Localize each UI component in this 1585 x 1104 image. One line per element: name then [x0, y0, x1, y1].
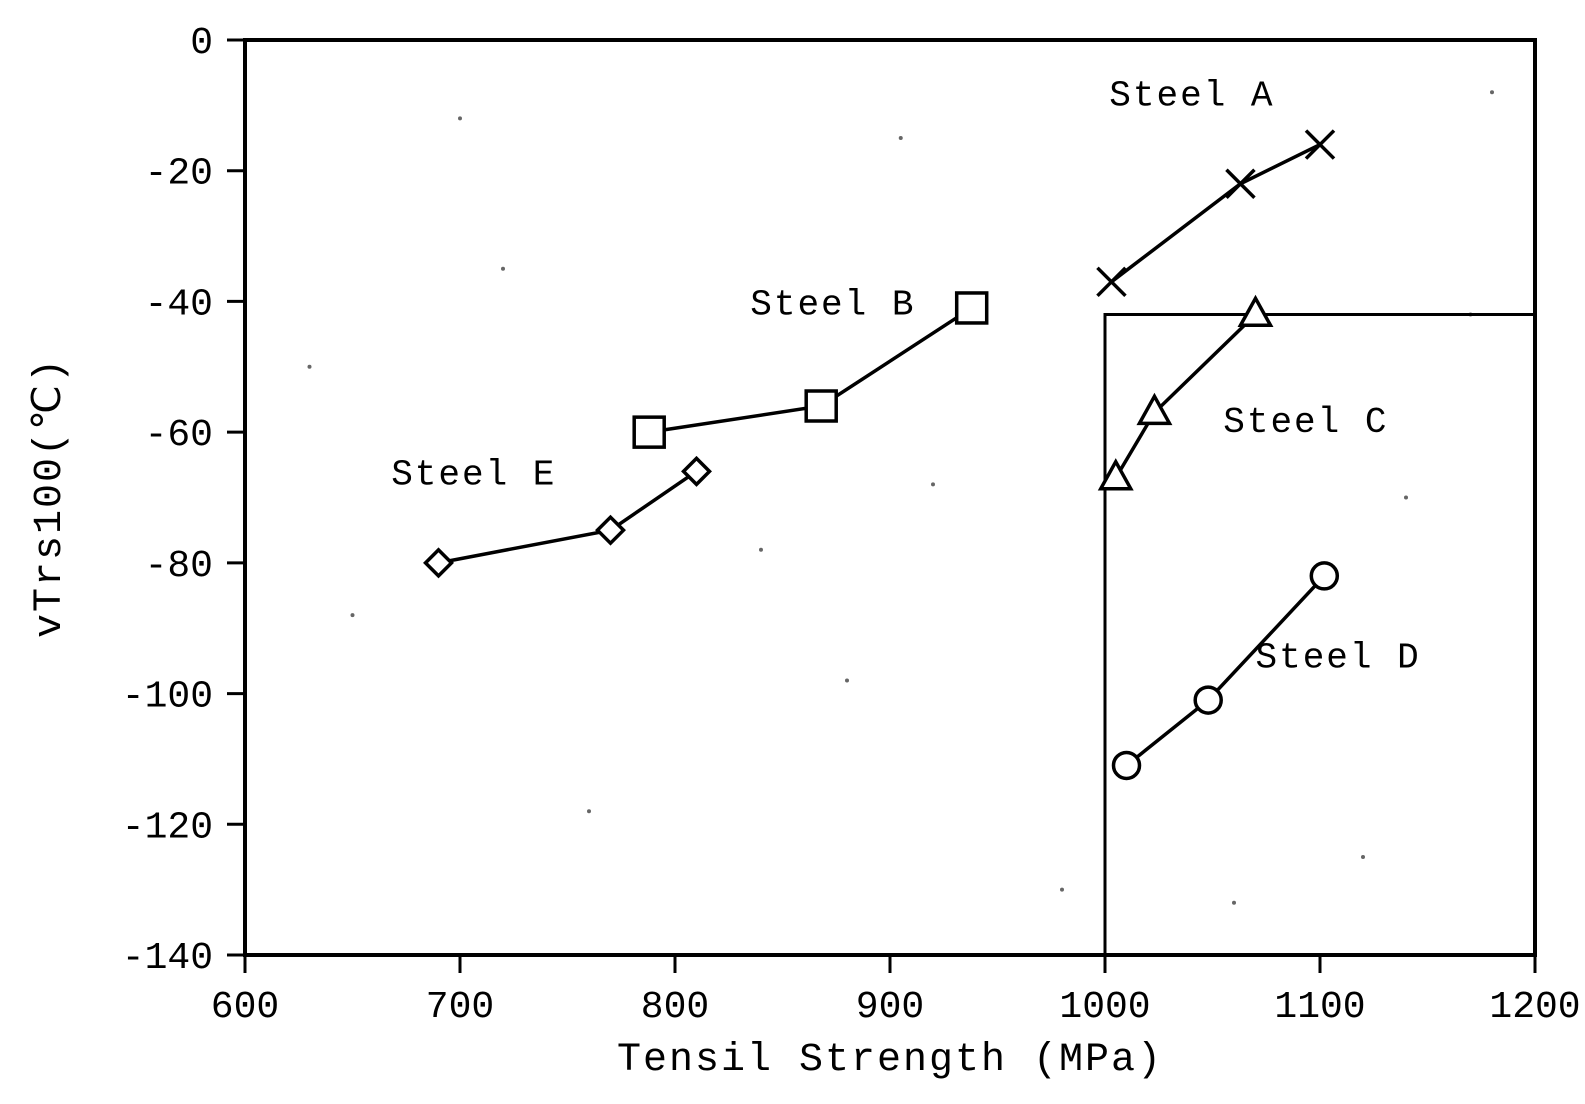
speckle	[759, 548, 763, 552]
x-tick-label: 900	[856, 986, 924, 1029]
x-axis-label: Tensil Strength (MPa)	[617, 1038, 1163, 1083]
y-tick-label: -60	[145, 414, 213, 457]
series-label: Steel D	[1256, 637, 1421, 678]
speckle	[1361, 855, 1365, 859]
series-label: Steel A	[1109, 75, 1274, 116]
data-point	[1114, 752, 1140, 778]
y-tick-label: -80	[145, 545, 213, 588]
x-tick-label: 1200	[1489, 986, 1580, 1029]
y-tick-label: -140	[122, 937, 213, 980]
speckle	[501, 267, 505, 271]
y-axis-label: vTrs100(℃)	[28, 357, 73, 638]
y-tick-label: -120	[122, 806, 213, 849]
series-label: Steel E	[391, 454, 556, 495]
x-tick-label: 1000	[1059, 986, 1150, 1029]
y-tick-label: -40	[145, 283, 213, 326]
data-point	[957, 293, 987, 323]
data-point	[1195, 687, 1221, 713]
speckle	[845, 679, 849, 683]
x-tick-label: 1100	[1274, 986, 1365, 1029]
speckle	[899, 136, 903, 140]
data-point	[634, 417, 664, 447]
speckle	[351, 613, 355, 617]
speckle	[931, 482, 935, 486]
y-tick-label: -20	[145, 153, 213, 196]
speckle	[1469, 313, 1473, 317]
y-tick-label: -100	[122, 676, 213, 719]
speckle	[1404, 496, 1408, 500]
speckle	[308, 365, 312, 369]
x-tick-label: 800	[641, 986, 709, 1029]
speckle	[587, 809, 591, 813]
speckle	[1060, 888, 1064, 892]
y-tick-label: 0	[190, 22, 213, 65]
x-tick-label: 600	[211, 986, 279, 1029]
data-point	[806, 391, 836, 421]
chart-container: 600 700 800 900 1000 1100 1200 0 -20 -40 -60 -80 -10…	[0, 0, 1585, 1104]
speckle	[1490, 90, 1494, 94]
speckle	[1232, 901, 1236, 905]
series-label: Steel B	[750, 285, 915, 326]
series-label: Steel C	[1223, 402, 1388, 443]
x-tick-label: 700	[426, 986, 494, 1029]
chart-svg: 600 700 800 900 1000 1100 1200 0 -20 -40 -60 -80 -10…	[0, 0, 1585, 1104]
speckle	[458, 116, 462, 120]
data-point	[1311, 563, 1337, 589]
